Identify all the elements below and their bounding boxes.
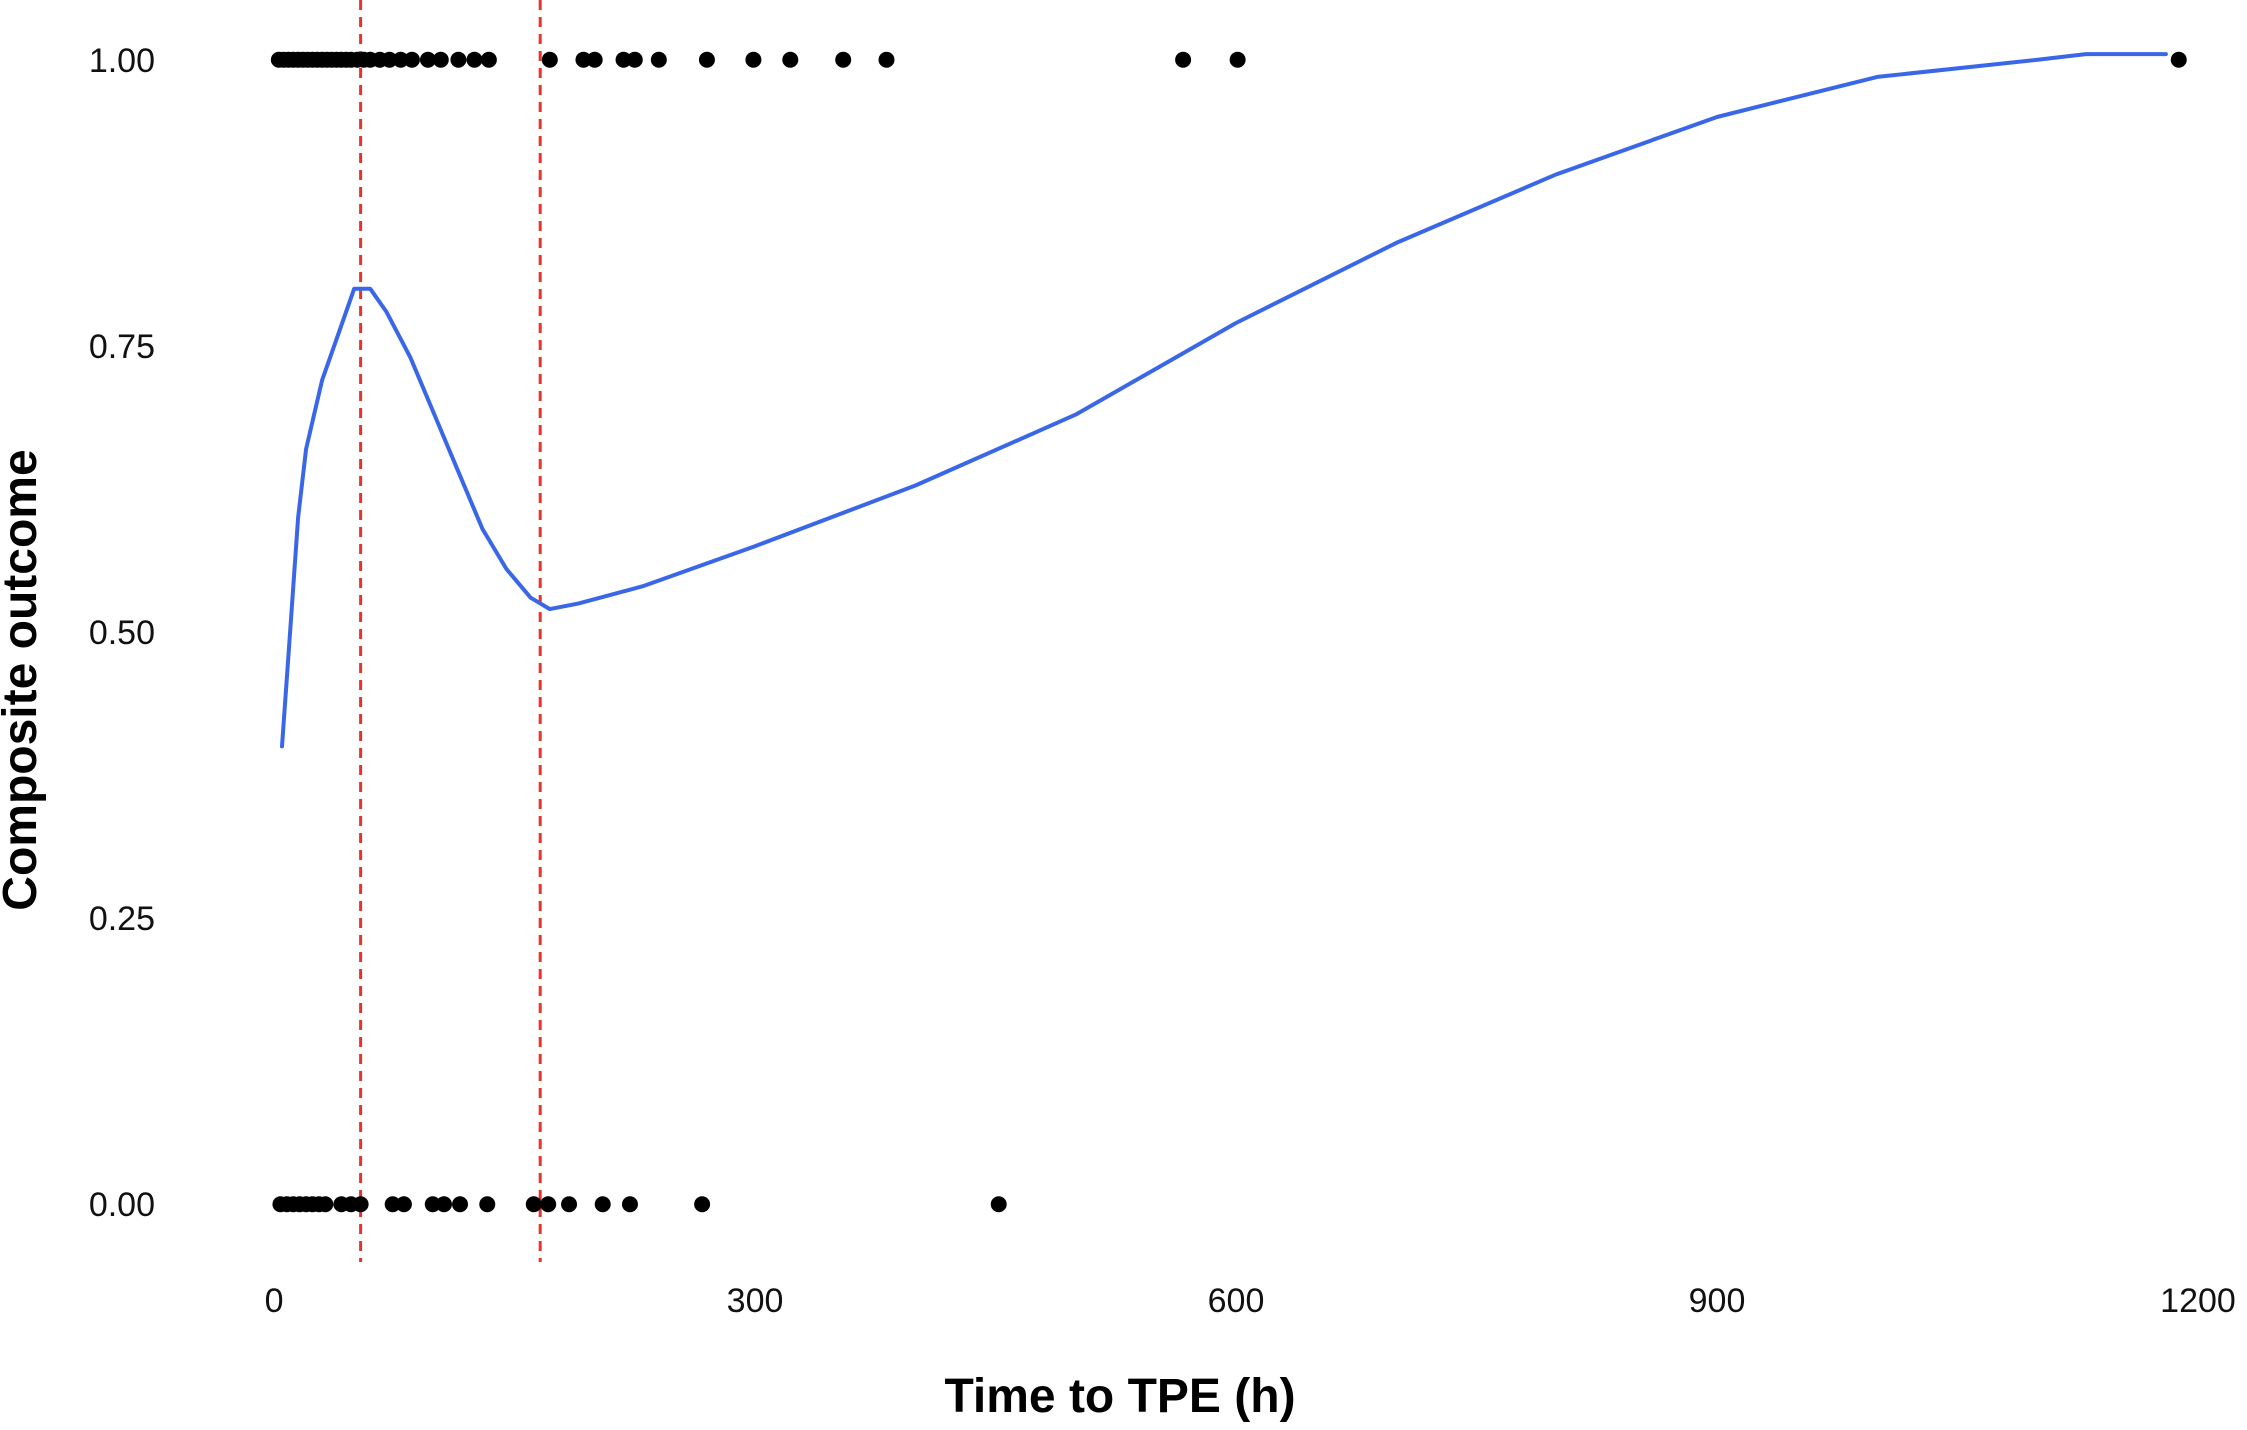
point-outcome-0 bbox=[452, 1196, 469, 1213]
y-tick-label: 0.00 bbox=[89, 1186, 155, 1224]
data-points bbox=[270, 51, 2187, 1213]
x-tick-label: 0 bbox=[265, 1282, 284, 1320]
point-outcome-1 bbox=[480, 51, 497, 68]
y-tick-label: 1.00 bbox=[89, 42, 155, 80]
point-outcome-0 bbox=[990, 1196, 1007, 1213]
y-tick-label: 0.25 bbox=[89, 900, 155, 938]
point-outcome-1 bbox=[575, 51, 592, 68]
x-tick-label: 600 bbox=[1208, 1282, 1265, 1320]
x-tick-label: 900 bbox=[1689, 1282, 1746, 1320]
point-outcome-0 bbox=[479, 1196, 496, 1213]
point-outcome-0 bbox=[435, 1196, 452, 1213]
point-outcome-1 bbox=[1175, 51, 1192, 68]
point-outcome-1 bbox=[1229, 51, 1246, 68]
point-outcome-1 bbox=[381, 51, 398, 68]
point-outcome-0 bbox=[424, 1196, 441, 1213]
point-outcome-0 bbox=[621, 1196, 638, 1213]
point-outcome-1 bbox=[403, 51, 420, 68]
point-outcome-0 bbox=[694, 1196, 711, 1213]
point-outcome-1 bbox=[586, 51, 603, 68]
point-outcome-1 bbox=[626, 51, 643, 68]
point-outcome-1 bbox=[782, 51, 799, 68]
point-outcome-0 bbox=[561, 1196, 578, 1213]
y-tick-label: 0.75 bbox=[89, 328, 155, 366]
axis-ticks: 0 300 600 900 1200 0.00 0.25 0.50 0.75 1.00 bbox=[89, 42, 2236, 1320]
point-outcome-0 bbox=[395, 1196, 412, 1213]
smooth-line-series bbox=[280, 52, 2168, 749]
point-outcome-1 bbox=[878, 51, 895, 68]
point-outcome-1 bbox=[615, 51, 632, 68]
point-outcome-1 bbox=[419, 51, 436, 68]
point-outcome-1 bbox=[392, 51, 409, 68]
reference-lines bbox=[359, 0, 542, 1262]
point-outcome-0 bbox=[594, 1196, 611, 1213]
point-outcome-1 bbox=[745, 51, 762, 68]
y-tick-label: 0.50 bbox=[89, 614, 155, 652]
point-outcome-1 bbox=[835, 51, 852, 68]
point-outcome-1 bbox=[698, 51, 715, 68]
point-outcome-1 bbox=[450, 51, 467, 68]
point-outcome-0 bbox=[352, 1196, 369, 1213]
point-outcome-1 bbox=[432, 51, 449, 68]
point-outcome-0 bbox=[540, 1196, 557, 1213]
x-axis-title: Time to TPE (h) bbox=[944, 1370, 1295, 1423]
point-outcome-0 bbox=[525, 1196, 542, 1213]
point-outcome-1 bbox=[2170, 51, 2187, 68]
x-tick-label: 1200 bbox=[2160, 1282, 2236, 1320]
point-outcome-1 bbox=[466, 51, 483, 68]
point-outcome-0 bbox=[317, 1196, 334, 1213]
point-outcome-1 bbox=[541, 51, 558, 68]
x-tick-label: 300 bbox=[727, 1282, 784, 1320]
point-outcome-0 bbox=[384, 1196, 401, 1213]
point-outcome-1 bbox=[650, 51, 667, 68]
smoothed-curve bbox=[280, 52, 2168, 749]
y-axis-title: Composite outcome bbox=[0, 449, 47, 910]
